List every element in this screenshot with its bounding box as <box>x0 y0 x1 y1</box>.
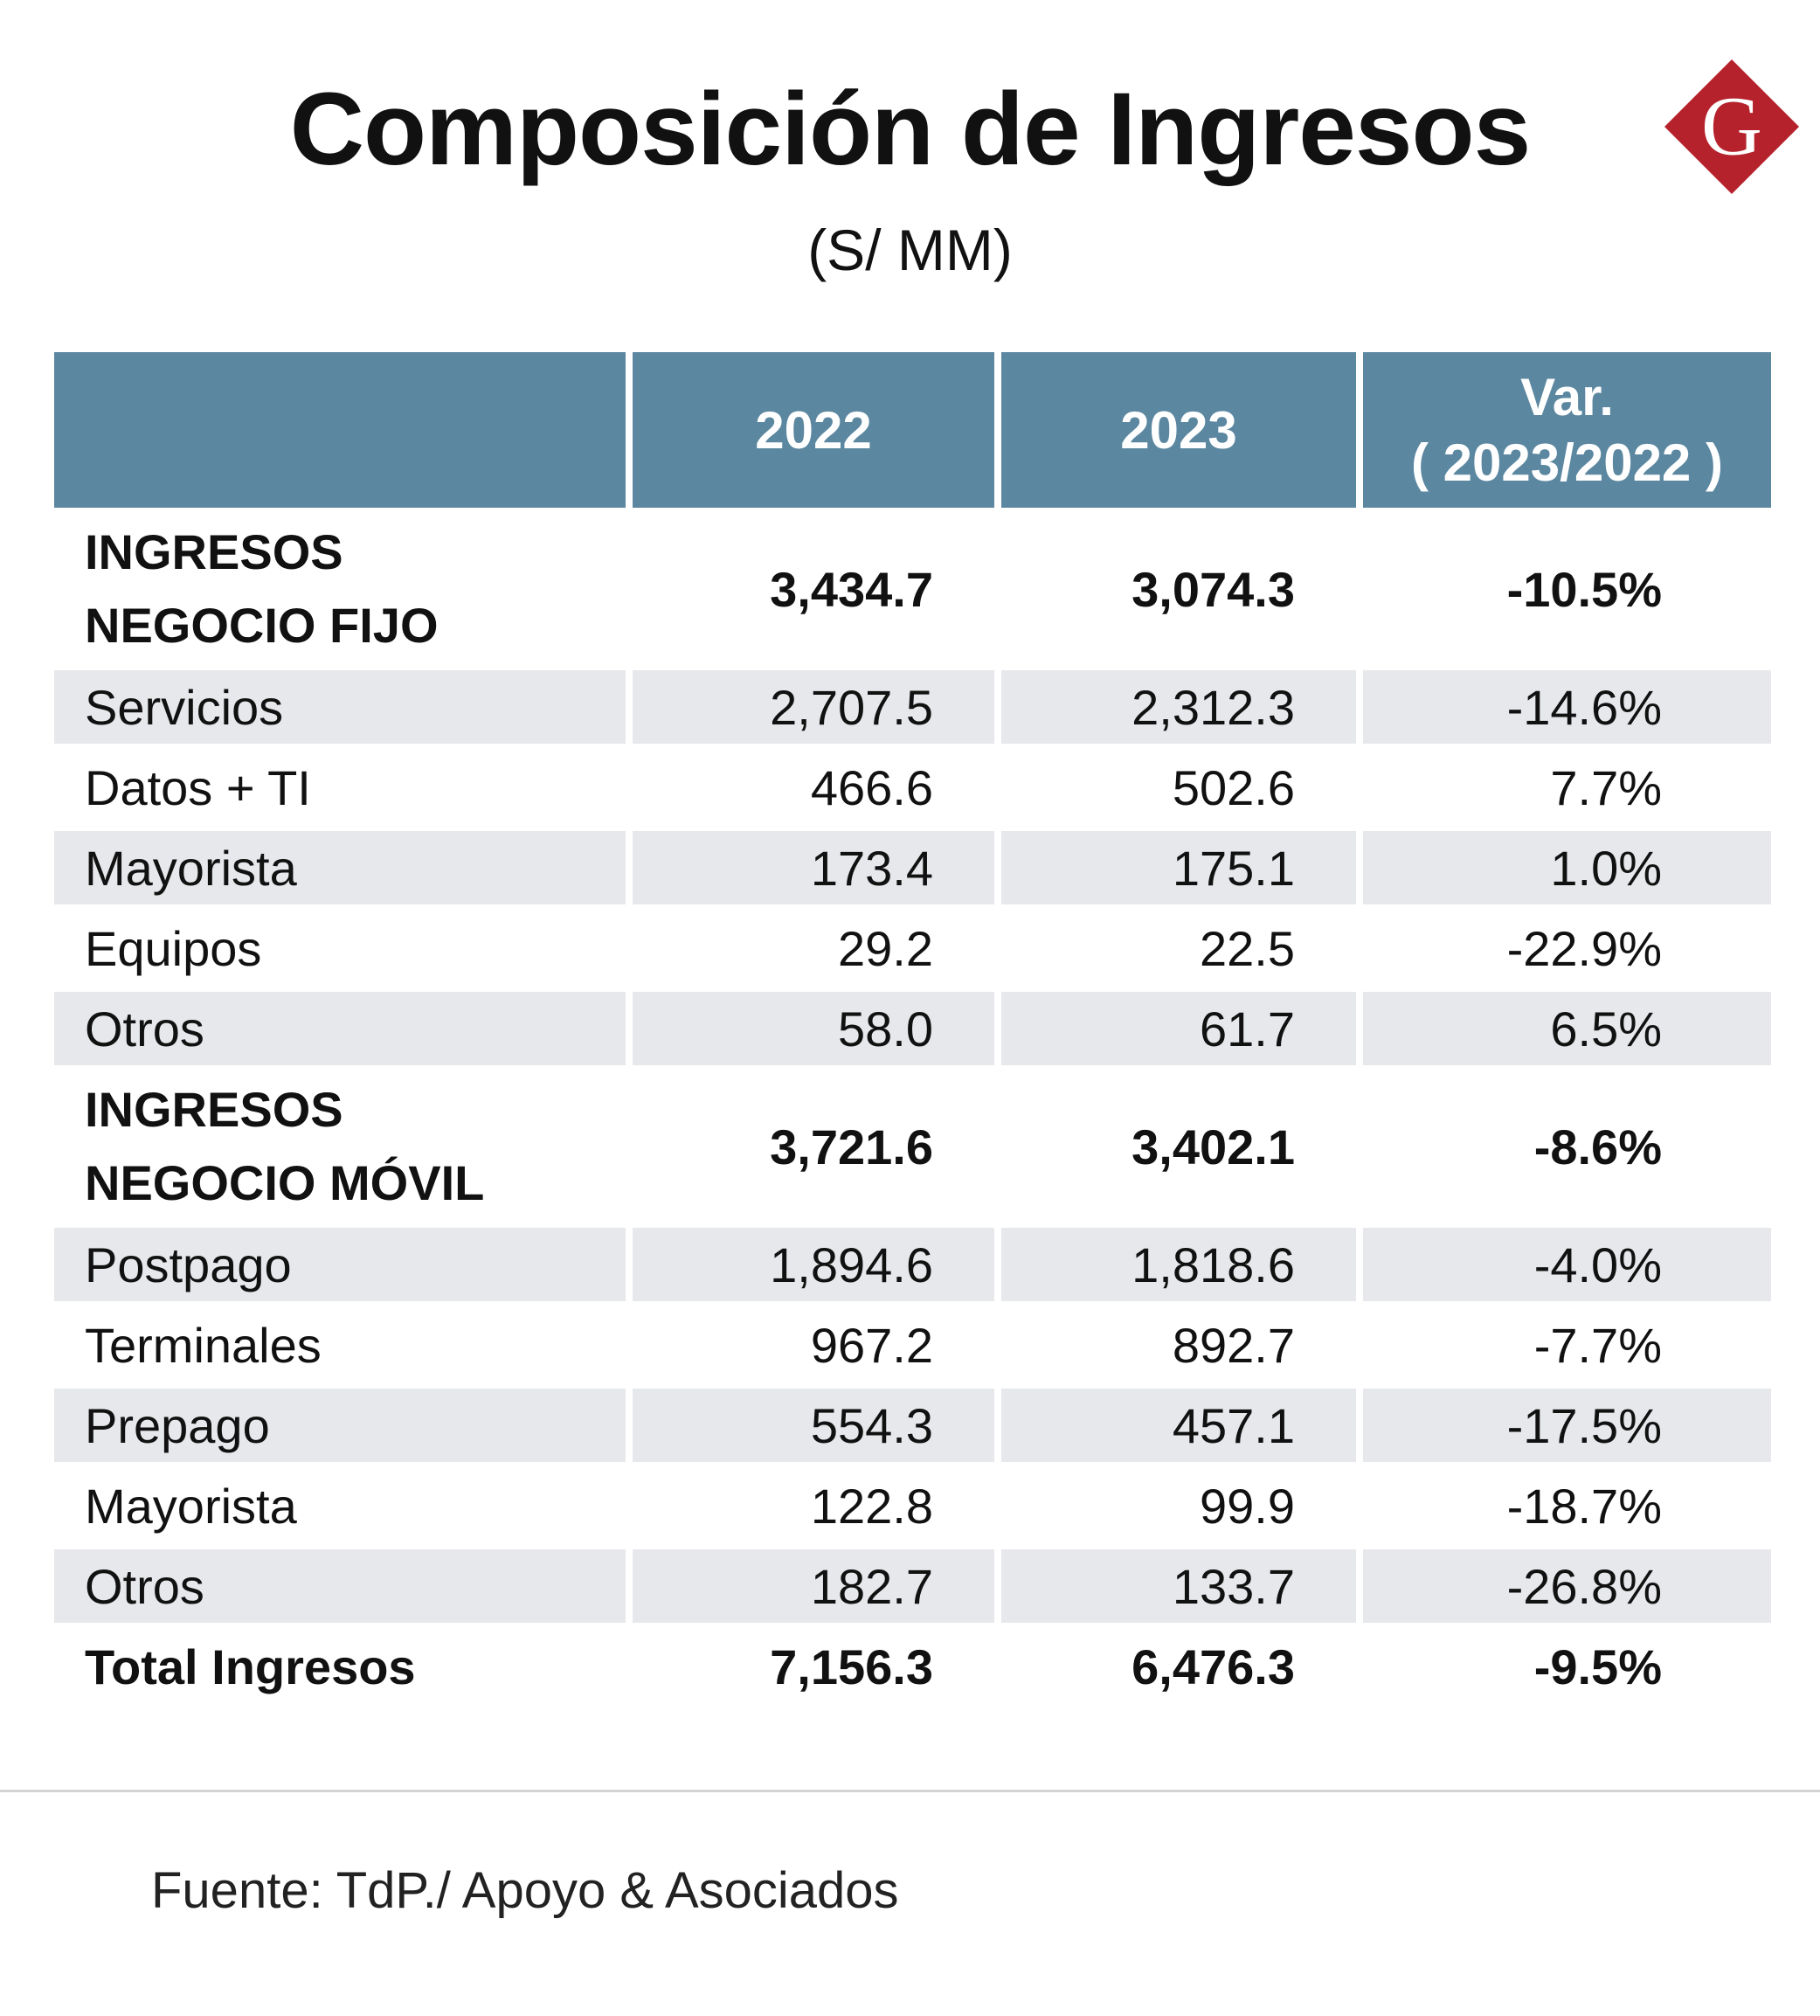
row-label: Mayorista <box>54 831 626 904</box>
cell-2022: 173.4 <box>633 831 994 904</box>
source-note: Fuente: TdP./ Apoyo & Asociados <box>151 1862 899 1919</box>
row-label: Datos + TI <box>85 759 311 815</box>
cell-2022: 967.2 <box>810 1317 933 1373</box>
cell-var: -22.9% <box>1506 920 1662 976</box>
group-movil-line1: INGRESOS <box>85 1082 343 1137</box>
row-label: Servicios <box>54 670 626 744</box>
cell-2023: 2,312.3 <box>1001 670 1356 744</box>
cell-2023: 22.5 <box>1200 920 1295 976</box>
cell-2022: 554.3 <box>633 1389 994 1462</box>
cell-var: -26.8% <box>1363 1549 1771 1623</box>
logo-diamond <box>1664 59 1800 195</box>
cell-2023: 61.7 <box>1001 992 1356 1065</box>
table-row: Terminales 967.2 892.7 -7.7% <box>54 1308 1771 1382</box>
table-header-row: 2022 2023 Var. ( 2023/2022 ) <box>54 352 1771 508</box>
cell-2023: 175.1 <box>1001 831 1356 904</box>
total-var: -9.5% <box>1533 1638 1662 1694</box>
row-label: Mayorista <box>85 1478 297 1534</box>
table-row: Otros 182.7 133.7 -26.8% <box>54 1549 1771 1623</box>
cell-2022: 2,707.5 <box>633 670 994 744</box>
row-label: Equipos <box>85 920 262 976</box>
cell-2022: 3,721.6 <box>770 1119 933 1174</box>
row-label: Otros <box>54 992 626 1065</box>
header-2022: 2022 <box>633 352 994 508</box>
cell-var: 1.0% <box>1363 831 1771 904</box>
cell-2023: 457.1 <box>1001 1389 1356 1462</box>
cell-var: -7.7% <box>1533 1317 1662 1373</box>
total-2022: 7,156.3 <box>770 1638 933 1694</box>
cell-2022: 122.8 <box>810 1478 933 1534</box>
cell-var: -18.7% <box>1506 1478 1662 1534</box>
cell-2022: 58.0 <box>633 992 994 1065</box>
units-subtitle: (S/ MM) <box>807 218 1013 282</box>
table-row: Mayorista 173.4 175.1 1.0% <box>54 831 1771 904</box>
table-row-group-fijo: INGRESOS NEGOCIO FIJO 3,434.7 3,074.3 -1… <box>54 515 1771 663</box>
cell-2023: 3,074.3 <box>1131 561 1295 617</box>
cell-2023: 133.7 <box>1001 1549 1356 1623</box>
table-row-total: Total Ingresos 7,156.3 6,476.3 -9.5% <box>54 1630 1771 1703</box>
cell-2023: 3,402.1 <box>1131 1119 1295 1174</box>
row-label: Otros <box>54 1549 626 1623</box>
cell-2023: 99.9 <box>1200 1478 1295 1534</box>
cell-var: -10.5% <box>1506 561 1662 617</box>
logo-letter: G <box>1701 80 1762 173</box>
table-row: Otros 58.0 61.7 6.5% <box>54 992 1771 1065</box>
total-2023: 6,476.3 <box>1131 1638 1295 1694</box>
cell-2022: 182.7 <box>633 1549 994 1623</box>
cell-var: 7.7% <box>1550 759 1662 815</box>
table-row: Postpago 1,894.6 1,818.6 -4.0% <box>54 1228 1771 1301</box>
income-table: 2022 2023 Var. ( 2023/2022 ) INGRESOS NE… <box>54 352 1771 1710</box>
gestion-logo-icon: G <box>1664 59 1800 195</box>
header-label-cell <box>54 352 626 508</box>
cell-2023: 502.6 <box>1172 759 1295 815</box>
header-variation: Var. ( 2023/2022 ) <box>1363 352 1771 508</box>
group-label-movil: INGRESOS NEGOCIO MÓVIL <box>54 1072 626 1221</box>
header-2023: 2023 <box>1001 352 1356 508</box>
group-fijo-line2: NEGOCIO FIJO <box>85 598 439 653</box>
footer-divider <box>0 1790 1820 1792</box>
group-label-fijo: INGRESOS NEGOCIO FIJO <box>54 515 626 663</box>
cell-var: -14.6% <box>1363 670 1771 744</box>
table-row: Mayorista 122.8 99.9 -18.7% <box>54 1469 1771 1542</box>
total-label: Total Ingresos <box>85 1638 416 1694</box>
cell-2022: 466.6 <box>810 759 933 815</box>
cell-2022: 29.2 <box>838 920 933 976</box>
table-row: Servicios 2,707.5 2,312.3 -14.6% <box>54 670 1771 744</box>
row-label: Postpago <box>54 1228 626 1301</box>
row-label: Prepago <box>54 1389 626 1462</box>
cell-2022: 1,894.6 <box>633 1228 994 1301</box>
row-label: Terminales <box>85 1317 322 1373</box>
header-var-line1: Var. <box>1520 368 1614 426</box>
page-title: Composición de Ingresos <box>289 72 1531 187</box>
table-row: Equipos 29.2 22.5 -22.9% <box>54 911 1771 985</box>
table-row-group-movil: INGRESOS NEGOCIO MÓVIL 3,721.6 3,402.1 -… <box>54 1072 1771 1221</box>
cell-2023: 1,818.6 <box>1001 1228 1356 1301</box>
cell-2023: 892.7 <box>1172 1317 1295 1373</box>
cell-var: -17.5% <box>1363 1389 1771 1462</box>
group-fijo-line1: INGRESOS <box>85 524 343 579</box>
cell-var: 6.5% <box>1363 992 1771 1065</box>
table-row: Prepago 554.3 457.1 -17.5% <box>54 1389 1771 1462</box>
header-var-line2: ( 2023/2022 ) <box>1411 433 1723 492</box>
table-row: Datos + TI 466.6 502.6 7.7% <box>54 751 1771 824</box>
cell-var: -4.0% <box>1363 1228 1771 1301</box>
group-movil-line2: NEGOCIO MÓVIL <box>85 1155 485 1210</box>
cell-var: -8.6% <box>1533 1119 1662 1174</box>
cell-2022: 3,434.7 <box>770 561 933 617</box>
